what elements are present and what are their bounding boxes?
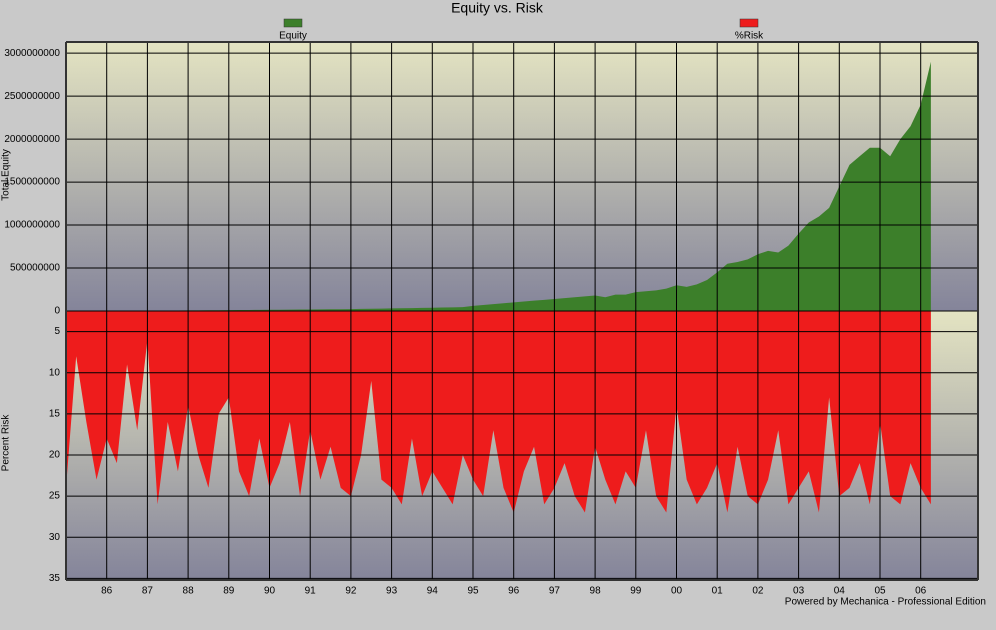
legend-label: Equity bbox=[279, 31, 307, 42]
x-tick-label: 05 bbox=[874, 586, 886, 597]
x-tick-label: 87 bbox=[142, 586, 154, 597]
y2-tick-label: 35 bbox=[49, 573, 61, 584]
legend-swatch bbox=[283, 18, 303, 28]
x-tick-label: 89 bbox=[223, 586, 235, 597]
x-tick-label: 93 bbox=[386, 586, 398, 597]
y2-tick-label: 10 bbox=[49, 367, 61, 378]
legend-swatch bbox=[739, 18, 759, 28]
footer: Powered by Mechanica - Professional Edit… bbox=[785, 597, 986, 608]
x-tick-label: 03 bbox=[793, 586, 805, 597]
y2-axis-label: Percent Risk bbox=[1, 414, 12, 472]
x-tick-label: 92 bbox=[345, 586, 357, 597]
x-tick-label: 06 bbox=[915, 586, 927, 597]
chart-title: Equity vs. Risk bbox=[451, 0, 544, 16]
y-axis-label: Total Equity bbox=[1, 149, 12, 201]
y-tick-label: 500000000 bbox=[10, 263, 60, 274]
y-tick-label: 0 bbox=[54, 306, 60, 317]
x-tick-label: 00 bbox=[671, 586, 683, 597]
y-tick-label: 3000000000 bbox=[4, 48, 60, 59]
x-tick-label: 91 bbox=[305, 586, 317, 597]
x-tick-label: 01 bbox=[712, 586, 724, 597]
x-tick-label: 96 bbox=[508, 586, 520, 597]
y2-tick-label: 5 bbox=[54, 326, 60, 337]
x-tick-label: 94 bbox=[427, 586, 439, 597]
x-tick-label: 95 bbox=[467, 586, 479, 597]
x-tick-label: 86 bbox=[101, 586, 113, 597]
x-tick-label: 04 bbox=[834, 586, 846, 597]
y-tick-label: 2500000000 bbox=[4, 91, 60, 102]
x-tick-label: 90 bbox=[264, 586, 276, 597]
x-tick-label: 88 bbox=[183, 586, 195, 597]
legend-label: %Risk bbox=[735, 31, 764, 42]
y2-tick-label: 25 bbox=[49, 491, 61, 502]
series-area bbox=[66, 61, 931, 312]
y-tick-label: 1000000000 bbox=[4, 220, 60, 231]
y2-tick-label: 15 bbox=[49, 408, 61, 419]
y-tick-label: 2000000000 bbox=[4, 134, 60, 145]
y2-tick-label: 20 bbox=[49, 450, 61, 461]
x-tick-label: 99 bbox=[630, 586, 642, 597]
x-tick-label: 02 bbox=[752, 586, 764, 597]
x-tick-label: 98 bbox=[590, 586, 602, 597]
y-tick-label: 1500000000 bbox=[4, 177, 60, 188]
series-area bbox=[66, 311, 931, 513]
y2-tick-label: 30 bbox=[49, 532, 61, 543]
x-tick-label: 97 bbox=[549, 586, 561, 597]
